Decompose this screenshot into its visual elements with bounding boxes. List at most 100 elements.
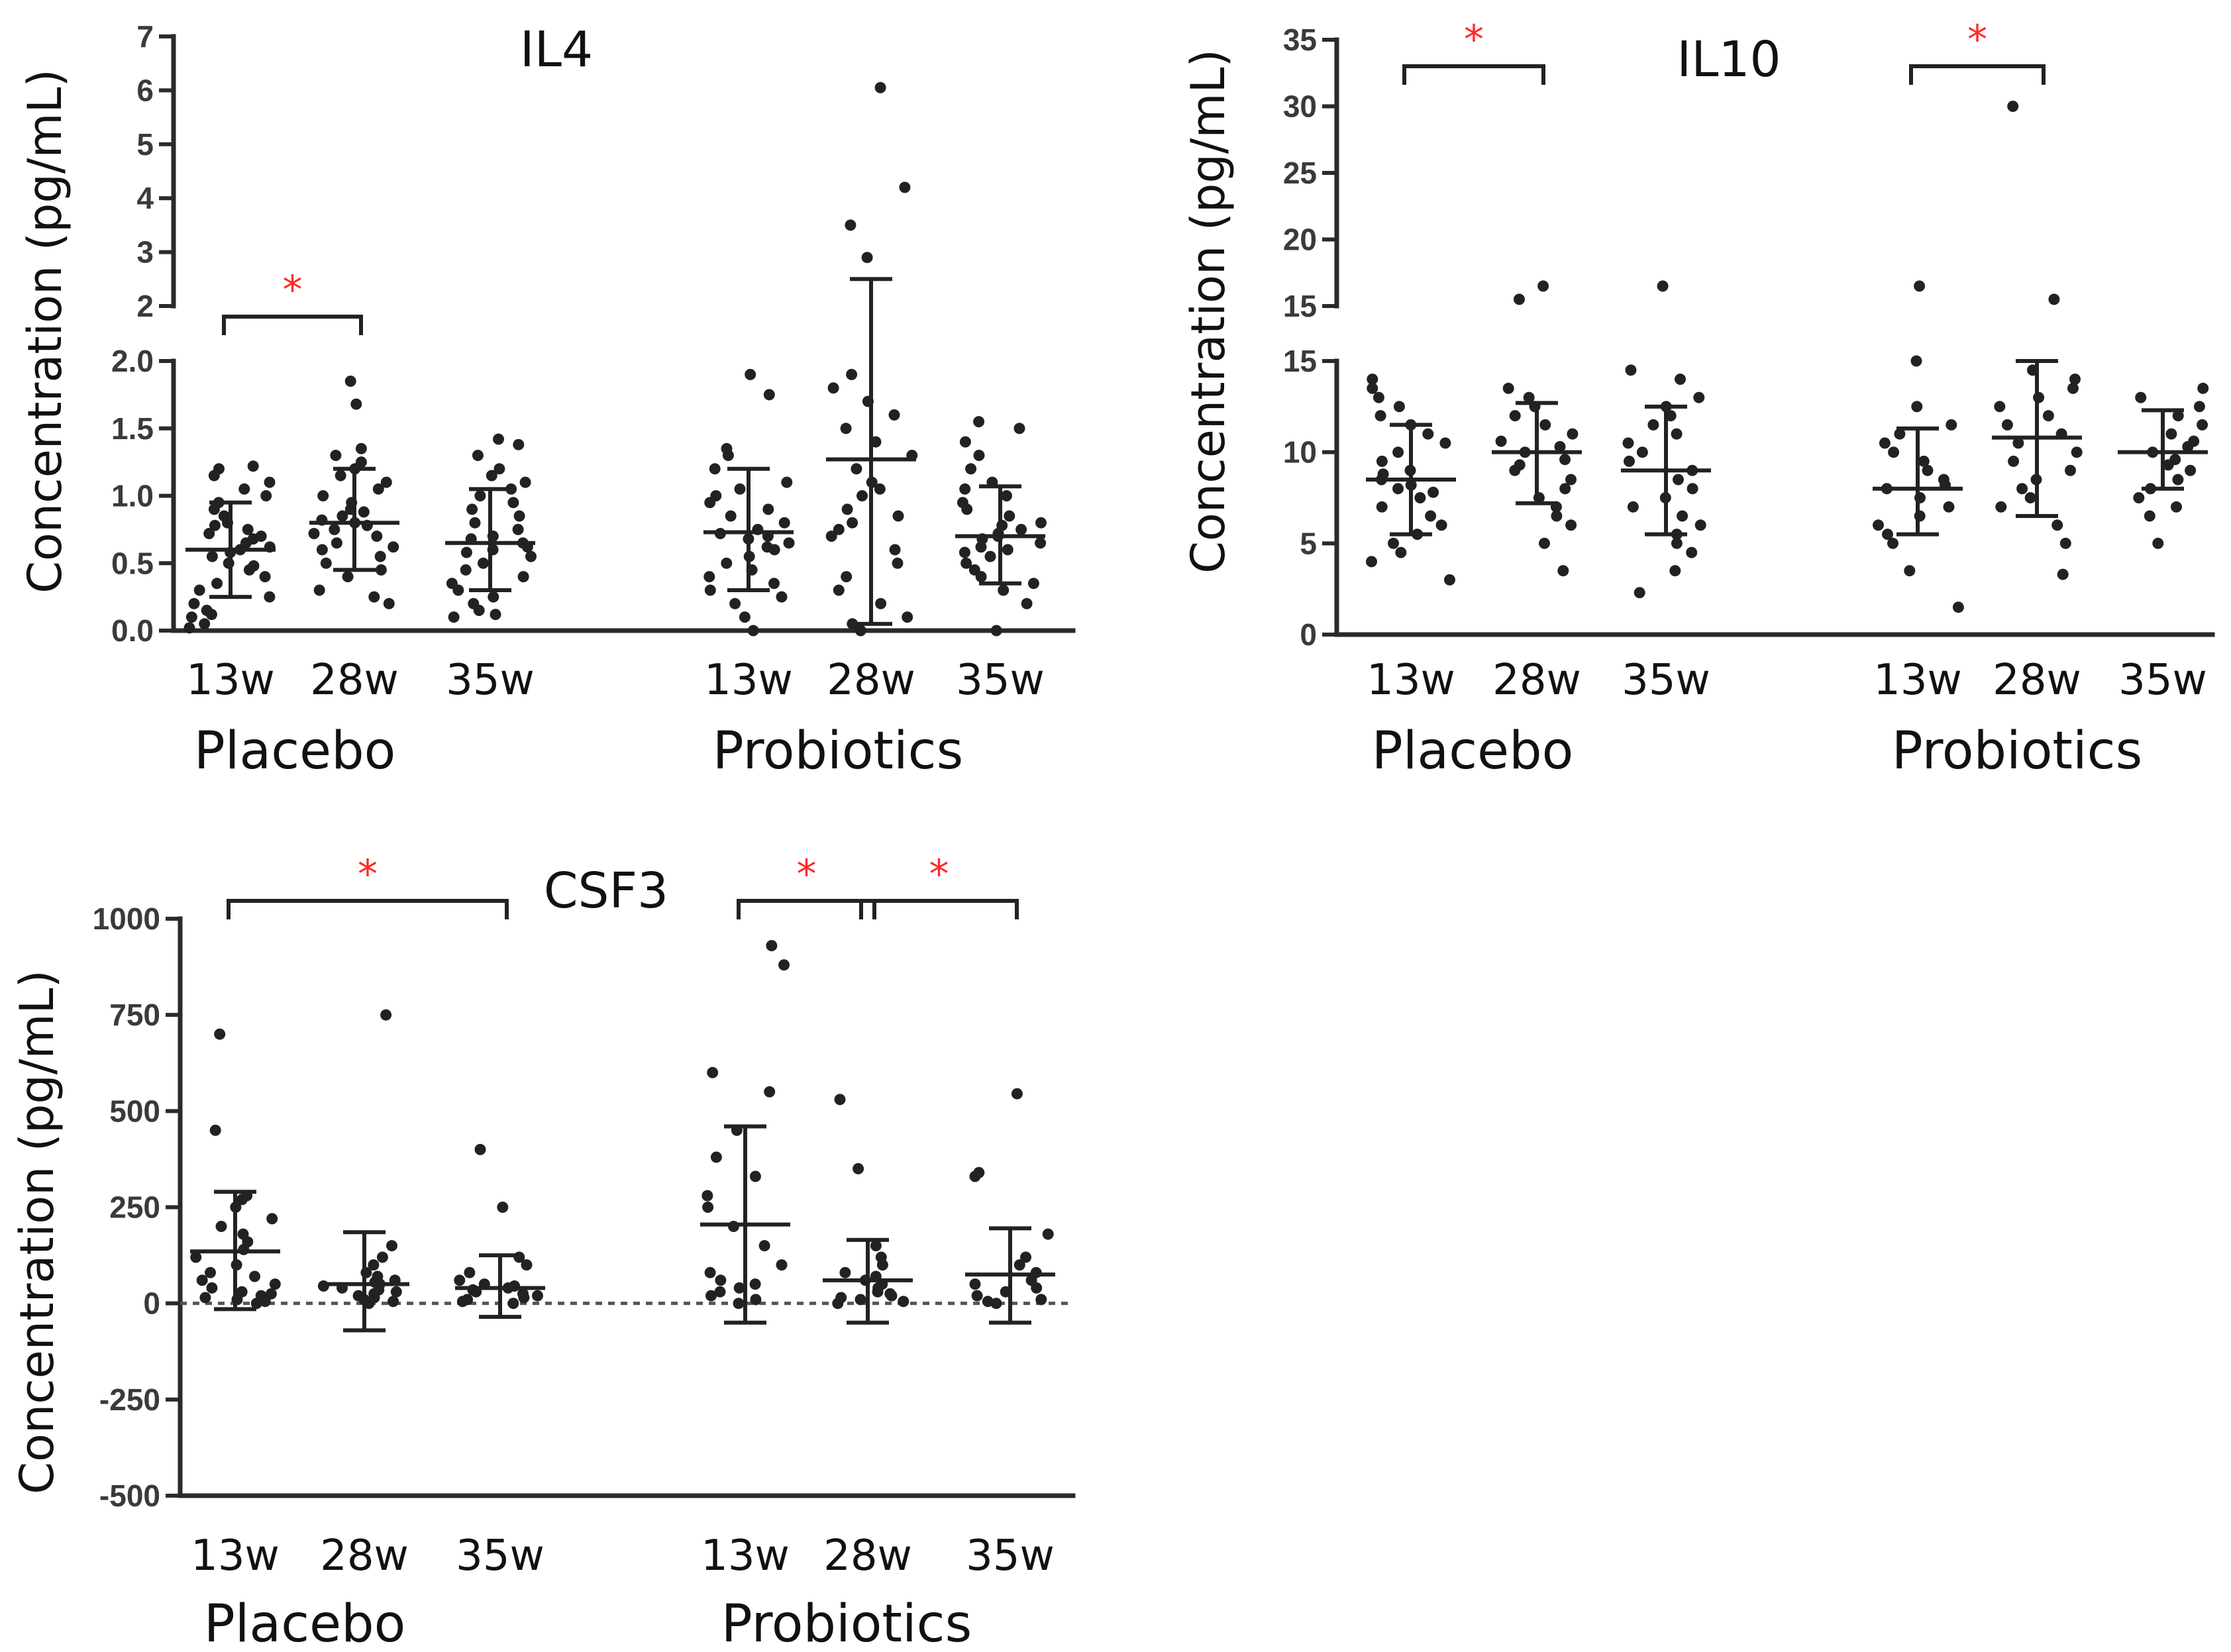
data-point: [2188, 435, 2200, 447]
data-point: [1021, 597, 1033, 609]
group-label-probiotics: Probiotics: [1892, 721, 2142, 781]
data-point: [209, 519, 221, 531]
data-point: [1539, 537, 1550, 549]
data-point: [1694, 519, 1706, 531]
data-point: [376, 1251, 388, 1263]
data-point: [1904, 565, 1916, 577]
y-tick-label: 10: [1283, 435, 1317, 470]
x-tick-label: 35w: [966, 1531, 1055, 1580]
il10-y-label: Concentration (pg/mL): [1181, 49, 1235, 574]
data-point: [1375, 410, 1386, 422]
data-point: [1952, 601, 1964, 613]
data-point: [316, 544, 328, 556]
significance-bracket: [1402, 64, 1545, 85]
data-point: [990, 625, 1002, 637]
y-tick-label: 5: [136, 127, 154, 162]
data-point: [1392, 446, 1404, 458]
data-point: [1943, 501, 1955, 513]
data-point: [330, 450, 342, 461]
data-point: [899, 181, 911, 193]
data-point: [1392, 483, 1404, 495]
data-point: [705, 1290, 717, 1302]
data-point: [2144, 510, 2155, 522]
y-tick-label: 15: [1283, 344, 1317, 378]
group-label-probiotics: Probiotics: [721, 1594, 972, 1652]
data-point: [960, 557, 972, 569]
data-point: [380, 476, 392, 488]
x-tick-label: 13w: [704, 656, 793, 705]
data-point: [840, 423, 852, 435]
data-point: [464, 1266, 476, 1278]
data-point: [201, 605, 213, 616]
y-tick-label: 2.0: [111, 344, 154, 378]
data-point: [215, 1221, 227, 1232]
data-point: [758, 1240, 770, 1252]
data-point: [870, 1240, 882, 1252]
data-point: [1634, 587, 1645, 599]
data-point: [446, 578, 458, 590]
data-point: [468, 597, 480, 609]
data-point: [372, 1270, 384, 1282]
data-point: [248, 560, 260, 572]
y-tick-label: 30: [1283, 89, 1317, 124]
data-point: [888, 409, 900, 421]
data-point: [833, 584, 845, 596]
data-point: [260, 490, 272, 501]
data-point: [733, 1298, 745, 1310]
data-point: [827, 382, 839, 394]
data-point: [875, 597, 887, 609]
data-point: [1002, 544, 1013, 556]
x-tick-label: 13w: [1873, 656, 1962, 705]
data-point: [460, 564, 472, 576]
data-point: [701, 1190, 713, 1202]
data-point: [344, 376, 356, 387]
data-point: [1946, 419, 1957, 431]
data-point: [2065, 464, 2076, 476]
data-point: [1669, 565, 1681, 577]
group-label-placebo: Placebo: [204, 1594, 406, 1652]
data-point: [2133, 492, 2145, 503]
data-point: [1388, 537, 1399, 549]
y-tick-label: 0: [143, 1286, 160, 1321]
data-point: [1647, 419, 1659, 431]
data-point: [2059, 537, 2071, 549]
data-point: [1439, 437, 1451, 449]
data-point: [342, 571, 354, 583]
data-point: [190, 1251, 202, 1263]
data-point: [1686, 546, 1698, 558]
data-point: [834, 1094, 846, 1106]
significance-star: *: [358, 851, 378, 898]
data-point: [761, 541, 773, 553]
data-point: [861, 252, 873, 264]
x-tick-label: 28w: [310, 656, 399, 705]
data-point: [998, 584, 1010, 596]
significance-bracket: [859, 899, 1019, 919]
data-point: [1373, 391, 1384, 403]
data-point: [331, 537, 342, 549]
data-point: [308, 528, 320, 539]
data-point: [1539, 419, 1551, 431]
data-point: [1514, 459, 1526, 471]
data-point: [1035, 537, 1047, 549]
data-point: [971, 1290, 983, 1302]
x-tick-label: 28w: [1993, 656, 2081, 705]
data-point: [1376, 501, 1388, 513]
data-point: [2069, 374, 2081, 385]
data-point: [750, 1294, 762, 1306]
data-point: [1523, 391, 1535, 403]
data-point: [1377, 468, 1389, 480]
group-label-placebo: Placebo: [1372, 721, 1574, 781]
data-point: [472, 450, 484, 461]
data-point: [2008, 455, 2020, 467]
data-point: [729, 597, 741, 609]
significance-star: *: [1464, 17, 1484, 63]
data-point: [368, 591, 380, 603]
data-point: [368, 1259, 380, 1271]
x-tick-label: 35w: [456, 1531, 545, 1580]
data-point: [313, 584, 325, 596]
data-point: [1020, 1251, 1031, 1263]
data-point: [242, 523, 254, 535]
data-point: [704, 584, 716, 596]
data-point: [1427, 486, 1439, 498]
data-point: [1677, 510, 1688, 522]
